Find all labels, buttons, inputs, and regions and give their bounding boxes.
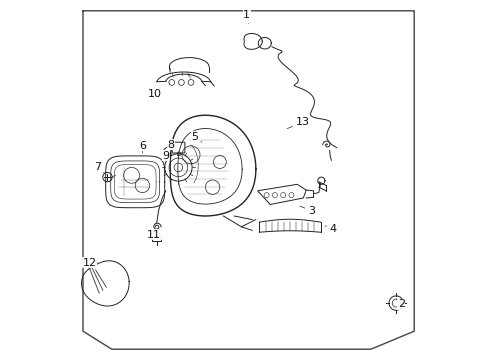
Text: 10: 10 — [148, 89, 162, 99]
Text: 8: 8 — [168, 140, 175, 152]
Text: 2: 2 — [396, 299, 405, 309]
Text: 4: 4 — [325, 224, 337, 234]
Text: 12: 12 — [82, 258, 98, 268]
Text: 1: 1 — [244, 10, 250, 23]
Text: 7: 7 — [94, 162, 104, 173]
Text: 6: 6 — [139, 141, 146, 153]
Text: 9: 9 — [162, 150, 171, 161]
Text: 3: 3 — [300, 206, 315, 216]
Text: 11: 11 — [147, 229, 161, 240]
Text: 5: 5 — [191, 132, 202, 142]
Text: 13: 13 — [287, 117, 310, 129]
